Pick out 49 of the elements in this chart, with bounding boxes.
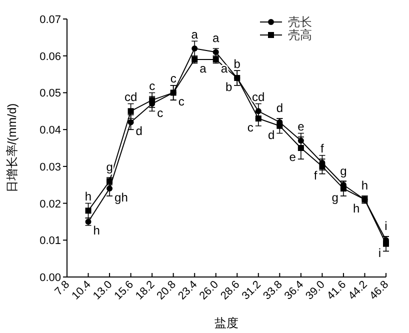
annotation: h: [93, 224, 100, 238]
legend-label: 壳高: [288, 28, 312, 42]
annotation: g: [106, 160, 113, 174]
annotation: b: [225, 80, 232, 94]
annotation: c: [178, 94, 184, 109]
y-axis-title: 日增长率/(mm/d): [5, 103, 19, 193]
annotation: i: [378, 246, 381, 260]
y-tick-label: 0.04: [40, 124, 61, 137]
y-tick-label: 0.03: [40, 161, 61, 174]
y-tick-label: 0.01: [40, 235, 61, 248]
legend-label: 壳长: [288, 15, 312, 29]
annotation: c: [170, 72, 176, 86]
x-tick-label: 36.4: [282, 278, 306, 302]
annotation: cd: [252, 90, 265, 104]
y-tick-label: 0.06: [40, 50, 61, 63]
annotation: b: [234, 56, 241, 71]
annotation: cd: [124, 90, 138, 104]
annotation: gh: [114, 190, 128, 205]
annotation: f: [320, 142, 325, 156]
x-tick-label: 41.6: [324, 278, 349, 302]
annotation: h: [84, 190, 92, 204]
annotation: d: [276, 101, 284, 116]
x-tick-label: 31.2: [240, 278, 264, 302]
annotation: e: [298, 120, 305, 134]
annotation: d: [136, 124, 142, 138]
annotation: e: [289, 150, 296, 164]
annotation: f: [314, 168, 318, 182]
annotation: g: [332, 190, 338, 205]
annotation: h: [361, 178, 368, 193]
annotation: c: [157, 106, 164, 120]
y-tick-label: 0.00: [40, 272, 61, 284]
y-tick-label: 0.07: [40, 14, 61, 26]
y-tick-label: 0.05: [40, 88, 61, 100]
annotation: i: [384, 219, 388, 234]
annotation: a: [191, 27, 198, 42]
annotation: h: [353, 202, 360, 216]
x-tick-label: 39.0: [304, 278, 328, 302]
x-tick-label: 13.0: [91, 278, 115, 302]
x-tick-label: 44.2: [346, 278, 370, 302]
annotation: g: [340, 164, 347, 178]
x-tick-label: 33.8: [261, 278, 285, 302]
annotation: a: [200, 62, 207, 76]
annotation: c: [149, 79, 156, 94]
x-tick-label: 46.8: [367, 278, 392, 302]
x-axis-title: 盐度: [214, 316, 238, 330]
annotation: a: [212, 31, 220, 46]
annotation: d: [268, 128, 275, 142]
y-tick-label: 0.02: [40, 198, 61, 210]
annotation: c: [247, 120, 254, 135]
